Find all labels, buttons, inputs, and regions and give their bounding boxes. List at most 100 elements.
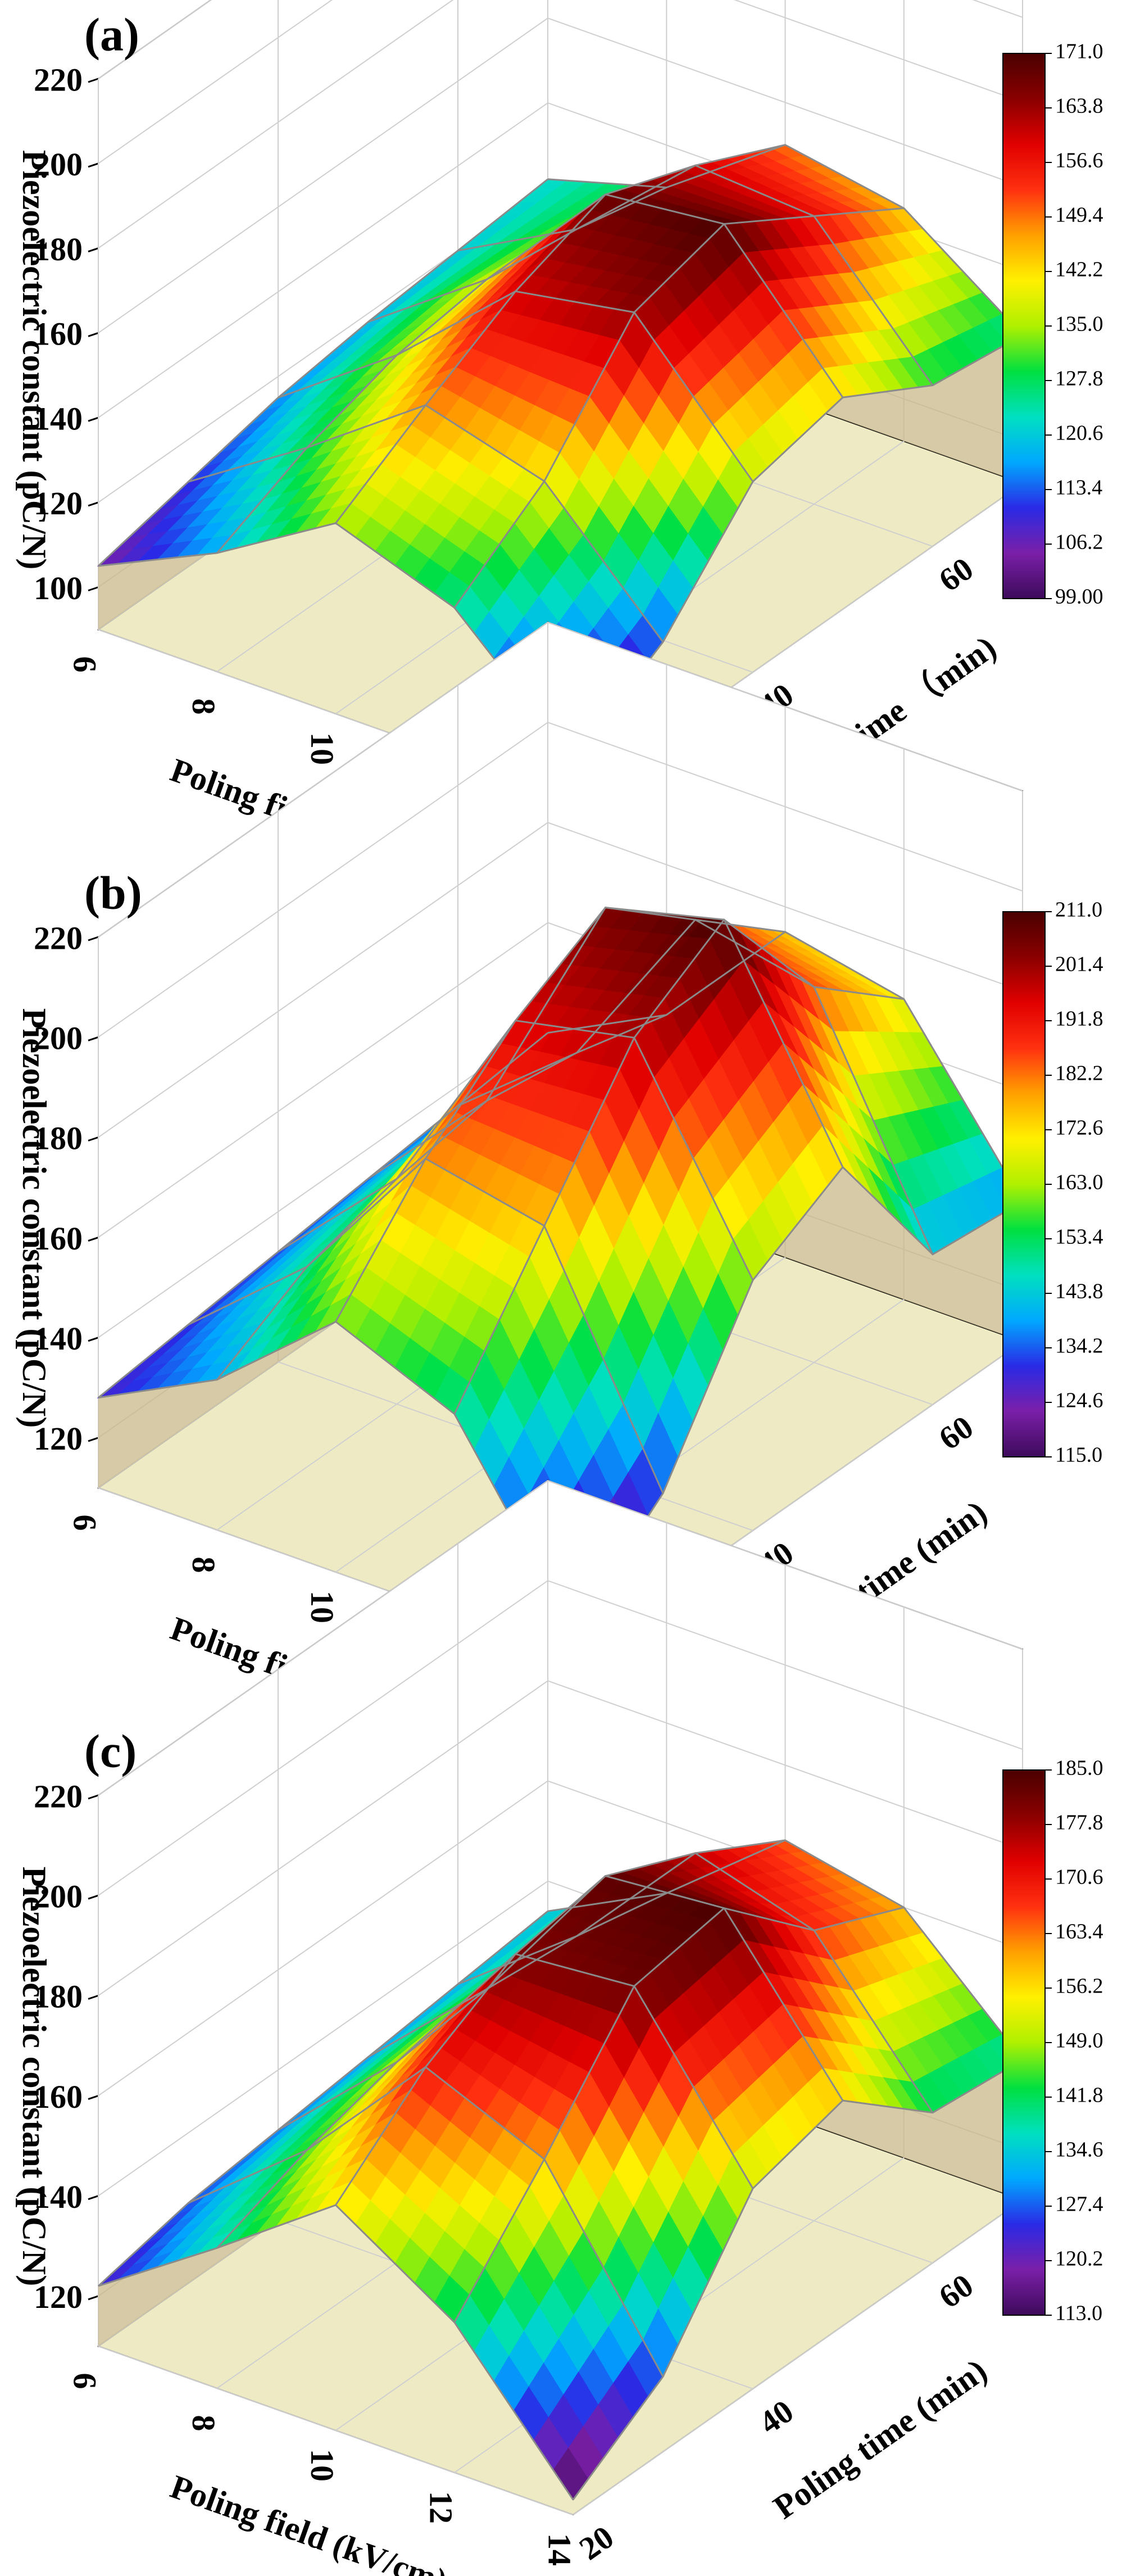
x-tick-label: 12 (423, 2491, 459, 2524)
colorbar (1002, 1769, 1046, 2316)
colorbar-tick-label: 120.2 (1055, 2247, 1103, 2271)
colorbar-tick-label: 170.6 (1055, 1866, 1103, 1889)
y-tick-label: 40 (752, 2393, 800, 2442)
colorbar-tick-label: 141.8 (1055, 2084, 1103, 2107)
tick-mark (88, 2195, 99, 2201)
x-tick-label: 6 (67, 1515, 103, 1531)
colorbar-tick-label: 134.6 (1055, 2138, 1103, 2162)
z-tick-label: 140 (34, 1320, 83, 1357)
tick-mark (88, 1337, 99, 1342)
mesh-line (216, 1892, 667, 2249)
mesh-line (572, 2059, 1023, 2501)
panel-title: (c) (84, 1725, 137, 1777)
z-tick-label: 180 (34, 231, 83, 268)
z-tick-label: 120 (34, 485, 83, 522)
tick-mark (88, 1036, 99, 1042)
tick-mark (88, 162, 99, 168)
colorbar-tick-label: 171.0 (1055, 40, 1103, 64)
tick-mark (88, 1237, 99, 1242)
colorbar-tick-label: 149.0 (1055, 2029, 1103, 2053)
tick-mark (88, 2295, 99, 2301)
tick-mark (88, 936, 99, 941)
colorbar-tick-label: 115.0 (1055, 1443, 1102, 1467)
tick-mark (88, 78, 99, 83)
tick-mark (88, 1437, 99, 1442)
colorbar-tick-label: 134.2 (1055, 1334, 1103, 1358)
mesh-line (216, 187, 667, 554)
x-axis-label: Poling field (kV/cm) (166, 2468, 452, 2576)
colorbar-tick-label: 156.6 (1055, 149, 1103, 173)
colorbar-tick-label: 211.0 (1055, 898, 1102, 922)
mesh-line (216, 1014, 667, 1380)
colorbar-tick-label: 99.00 (1055, 585, 1103, 609)
colorbar-tick-label: 113.0 (1055, 2302, 1102, 2325)
z-tick-label: 140 (34, 400, 83, 437)
x-tick-label: 8 (185, 1557, 222, 1573)
x-tick-label: 10 (304, 732, 340, 765)
mesh-line (453, 207, 904, 609)
colorbar-tick-label: 163.4 (1055, 1920, 1103, 1944)
z-axis-label: Piezoelectric constant (pC/N) (16, 150, 53, 569)
tick-mark (88, 416, 99, 422)
y-tick-label: 60 (932, 1409, 980, 1457)
colorbar-tick-label: 163.8 (1055, 94, 1103, 118)
z-tick-label: 200 (34, 1020, 83, 1056)
z-axis-label: Piezoelectric constant (pC/N) (16, 1867, 53, 2286)
mesh-line (453, 918, 905, 1415)
tick-mark (88, 1894, 99, 1900)
z-tick-label: 200 (34, 146, 83, 183)
colorbar-tick-label: 201.4 (1055, 953, 1103, 976)
mesh-line (335, 1839, 785, 2206)
z-tick-label: 100 (34, 570, 83, 606)
colorbar-tick-label: 156.2 (1055, 1975, 1103, 1998)
y-tick-label: 20 (573, 2519, 620, 2568)
x-tick-label: 10 (304, 2449, 340, 2482)
colorbar-tick-label: 172.6 (1055, 1116, 1103, 1140)
tick-mark (88, 501, 99, 507)
colorbar-tick-label: 143.8 (1055, 1280, 1103, 1303)
colorbar-tick-label: 191.8 (1055, 1007, 1103, 1031)
grid-line (98, 0, 1023, 164)
z-tick-label: 200 (34, 1878, 83, 1914)
panel-title: (a) (84, 8, 139, 61)
z-tick-label: 140 (34, 2179, 83, 2215)
x-tick-label: 8 (185, 699, 222, 715)
z-tick-label: 220 (34, 1778, 83, 1814)
z-tick-label: 160 (34, 316, 83, 352)
y-axis-label: Poling time (min) (767, 2352, 994, 2526)
tick-mark (88, 586, 99, 592)
x-tick-label: 8 (185, 2415, 222, 2432)
panel: 10012014016018020022068101214204060Polin… (16, 0, 1103, 884)
x-tick-label: 6 (67, 2373, 103, 2389)
y-tick-label: 60 (932, 550, 980, 599)
mesh-line (335, 144, 785, 524)
colorbar-tick-label: 127.8 (1055, 367, 1103, 391)
z-axis-label: Piezoelectric constant (pC/N) (16, 1008, 53, 1428)
mesh-line (335, 906, 785, 1323)
z-tick-label: 180 (34, 1979, 83, 2015)
tick-mark (88, 332, 99, 337)
tick-mark (88, 2095, 99, 2100)
mesh-line (98, 1032, 548, 1398)
x-tick-label: 6 (67, 657, 103, 673)
panel-title: (b) (84, 867, 142, 919)
colorbar-tick-label: 124.6 (1055, 1389, 1103, 1413)
z-tick-label: 120 (34, 1420, 83, 1457)
colorbar (1002, 911, 1046, 1457)
colorbar-tick-label: 163.0 (1055, 1171, 1103, 1194)
tick-mark (88, 247, 99, 252)
grid-line (98, 0, 1023, 249)
colorbar-tick-label: 135.0 (1055, 313, 1103, 336)
z-tick-label: 120 (34, 2279, 83, 2315)
colorbar-tick-label: 153.4 (1055, 1225, 1103, 1249)
colorbar-tick-label: 120.6 (1055, 422, 1103, 445)
z-tick-label: 180 (34, 1120, 83, 1157)
colorbar (1002, 53, 1046, 599)
colorbar-tick-label: 177.8 (1055, 1811, 1103, 1835)
mesh-line (98, 2204, 574, 2501)
colorbar-tick-label: 142.2 (1055, 258, 1103, 282)
tick-mark (88, 1794, 99, 1800)
z-tick-label: 160 (34, 2079, 83, 2115)
